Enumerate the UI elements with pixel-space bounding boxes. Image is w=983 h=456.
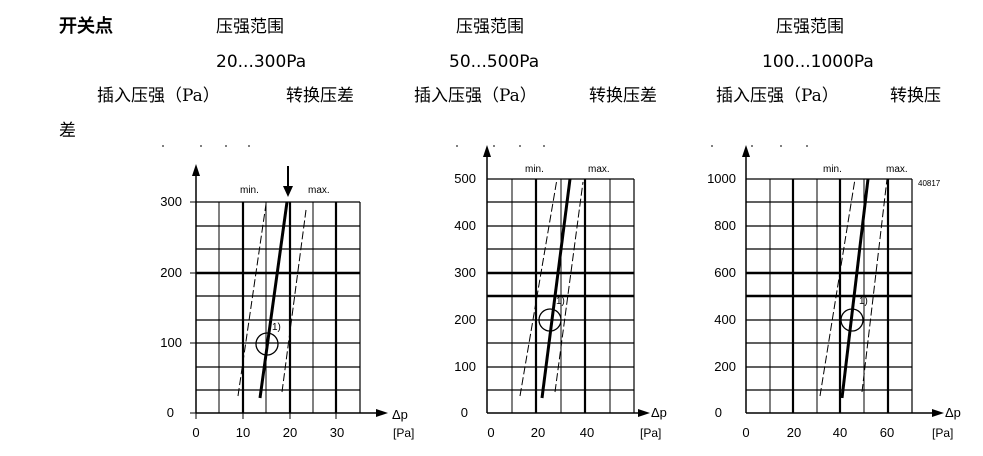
switch-diff-label-3: 转换压	[890, 86, 941, 106]
x-tick-label: 20	[787, 425, 801, 440]
insert-pressure-label-1: 插入压强（Pa）	[97, 86, 220, 106]
x-tick-label: 10	[236, 425, 250, 440]
y-tick-label: 200	[454, 312, 476, 327]
range-value-2: 50...500Pa	[449, 52, 540, 72]
y-tick-label: 300	[454, 265, 476, 280]
x-axis-unit: [Pa]	[932, 426, 953, 440]
y-tick-label: 500	[454, 171, 476, 186]
y-tick-label: 200	[160, 265, 182, 280]
max-label: max.	[308, 185, 330, 196]
y-tick-label: 0	[461, 405, 468, 420]
y-tick-label: 800	[714, 218, 736, 233]
switch-point-label: 开关点	[59, 16, 113, 37]
x-tick-label: 40	[580, 425, 594, 440]
y-tick-label: 1000	[707, 171, 736, 186]
max-label: max.	[588, 164, 610, 175]
x-axis-unit: [Pa]	[393, 426, 414, 440]
range-value-3: 100...1000Pa	[762, 52, 874, 72]
x-tick-label: 20	[531, 425, 545, 440]
figure-id: 40817	[918, 179, 941, 188]
x-tick-label: 60	[880, 425, 894, 440]
y-tick-label: 600	[714, 265, 736, 280]
marker-label: 1)	[859, 296, 868, 307]
x-tick-label: 40	[833, 425, 847, 440]
x-tick-label: 0	[192, 425, 199, 440]
y-tick-label: 100	[454, 359, 476, 374]
x-axis-symbol: Δp	[392, 407, 408, 422]
max-label: max.	[886, 164, 908, 175]
min-label: min.	[823, 164, 842, 175]
marker-label: 1)	[272, 322, 281, 333]
marker-label: 1)	[556, 296, 565, 307]
x-axis-unit: [Pa]	[640, 426, 661, 440]
y-tick-label: 400	[714, 312, 736, 327]
chart-100-1000pa: 1000 800 600 400 200 0 0 20 40 60 min. m…	[707, 145, 961, 440]
y-tick-label: 0	[715, 405, 722, 420]
chart-50-500pa: 500 400 300 200 100 0 0 20 40 min. max. …	[454, 145, 667, 440]
insert-pressure-label-3: 插入压强（Pa）	[716, 86, 839, 106]
x-tick-label: 0	[742, 425, 749, 440]
range-value-1: 20...300Pa	[216, 52, 307, 72]
y-tick-label: 400	[454, 218, 476, 233]
range-title-2: 压强范围	[456, 17, 524, 37]
switch-diff-label-1: 转换压差	[286, 86, 354, 106]
min-label: min.	[525, 164, 544, 175]
chart-20-300pa: 300 200 100 0 0 10 20 30 min. max. 1) Δp…	[160, 145, 414, 440]
switch-diff-label-2: 转换压差	[589, 86, 657, 106]
x-tick-label: 0	[487, 425, 494, 440]
y-tick-label: 300	[160, 194, 182, 209]
x-tick-label: 20	[283, 425, 297, 440]
y-tick-label: 0	[167, 405, 174, 420]
insert-pressure-label-2: 插入压强（Pa）	[414, 86, 537, 106]
x-axis-symbol: Δp	[945, 405, 961, 420]
x-axis-symbol: Δp	[651, 405, 667, 420]
wrapped-char: 差	[59, 121, 76, 141]
x-tick-label: 30	[330, 425, 344, 440]
min-label: min.	[240, 185, 259, 196]
range-title-1: 压强范围	[216, 17, 284, 37]
y-tick-label: 100	[160, 335, 182, 350]
y-tick-label: 200	[714, 359, 736, 374]
range-title-3: 压强范围	[776, 17, 844, 37]
